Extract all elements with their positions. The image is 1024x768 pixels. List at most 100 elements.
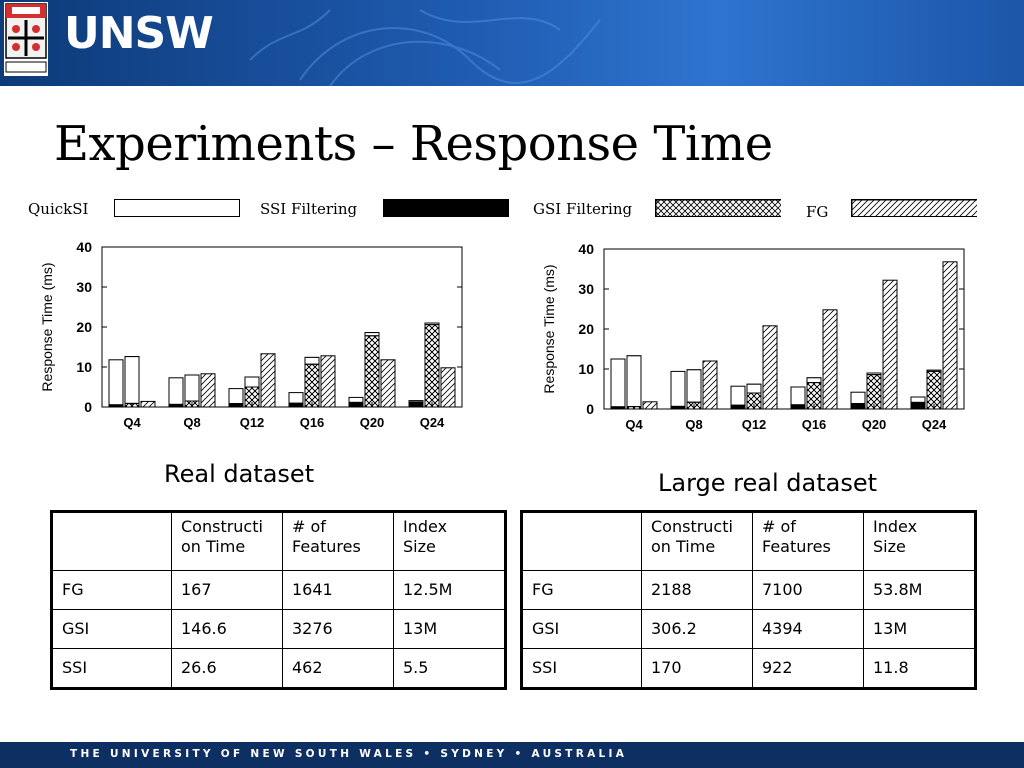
table-cell: 1641 — [282, 570, 394, 610]
y-tick-label: 40 — [578, 241, 594, 257]
table-cell: 2188 — [641, 570, 753, 610]
table-cell: 12.5M — [393, 570, 506, 610]
bar-ssi — [850, 403, 866, 410]
bar-gsi-filtering — [626, 406, 642, 410]
bar-gsi-filtering — [806, 382, 822, 410]
y-tick-label: 10 — [578, 361, 594, 377]
y-tick-label: 30 — [76, 279, 92, 295]
bar-gsi-filtering — [364, 335, 380, 408]
table-cell: GSI — [521, 609, 642, 649]
brand-wordmark: UNSW — [64, 8, 214, 59]
bar-quicksi — [108, 359, 124, 408]
x-tick-label: Q20 — [862, 417, 887, 432]
legend-swatch-ssi — [383, 199, 509, 217]
header-line: # of — [762, 517, 796, 536]
header-line: Constructi — [181, 517, 263, 536]
x-tick-label: Q24 — [420, 415, 445, 430]
bar-fg — [140, 400, 156, 408]
y-tick-label: 30 — [578, 281, 594, 297]
chart-legend: QuickSI SSI Filtering GSI Filtering FG — [0, 199, 1024, 221]
bar-gsi-cap — [686, 369, 702, 403]
legend-label-ssi: SSI Filtering — [260, 200, 358, 218]
bar-fg — [822, 309, 838, 410]
bar-ssi — [228, 403, 244, 408]
footer-bar: THE UNIVERSITY OF NEW SOUTH WALES • SYDN… — [0, 742, 1024, 768]
x-tick-label: Q24 — [922, 417, 947, 432]
table-header-construction-time: Constructi on Time — [171, 511, 283, 571]
y-axis-label: Response Time (ms) — [39, 262, 55, 391]
table-header-num-features: # of Features — [752, 511, 864, 571]
bar-gsi-filtering — [866, 374, 882, 410]
header-line: on Time — [181, 537, 246, 556]
header-line: Features — [292, 537, 361, 556]
y-axis-label: Response Time (ms) — [541, 264, 557, 393]
slide-title: Experiments – Response Time — [54, 116, 773, 172]
table-cell: 13M — [863, 609, 976, 649]
bar-ssi — [730, 404, 746, 410]
table-header-row: Constructi on Time # of Features Index Size — [521, 511, 976, 571]
table-cell: 167 — [171, 570, 283, 610]
bar-ssi — [288, 402, 304, 408]
header-line: Size — [403, 537, 436, 556]
x-tick-label: Q4 — [625, 417, 643, 432]
bar-quicksi — [610, 358, 626, 410]
banner-decoration — [249, 9, 601, 86]
table-cell: GSI — [51, 609, 172, 649]
bar-gsi-filtering — [424, 324, 440, 408]
bar-gsi-cap — [184, 374, 200, 402]
x-tick-label: Q12 — [742, 417, 767, 432]
bar-fg — [440, 367, 456, 408]
table-cell: 146.6 — [171, 609, 283, 649]
bar-gsi-filtering — [304, 363, 320, 408]
x-tick-label: Q16 — [300, 415, 325, 430]
table-cell: 11.8 — [863, 648, 976, 689]
legend-swatch-quicksi — [114, 199, 240, 217]
y-tick-label: 0 — [586, 401, 594, 417]
table-cell: FG — [51, 570, 172, 610]
legend-label-gsi: GSI Filtering — [533, 200, 633, 218]
legend-label-quicksi: QuickSI — [28, 200, 89, 218]
table-cell: 306.2 — [641, 609, 753, 649]
table-cell: SSI — [521, 648, 642, 689]
legend-swatch-fg — [851, 199, 977, 217]
bar-fg — [882, 279, 898, 410]
bar-ssi — [168, 403, 184, 408]
bar-ssi — [108, 404, 124, 408]
table-header-cell — [51, 511, 172, 571]
bar-gsi-cap — [746, 383, 762, 394]
x-tick-label: Q8 — [183, 415, 200, 430]
x-tick-label: Q8 — [685, 417, 702, 432]
footer-text: THE UNIVERSITY OF NEW SOUTH WALES • SYDN… — [70, 748, 628, 760]
y-tick-label: 0 — [84, 399, 92, 415]
table-row: FG 2188 7100 53.8M — [521, 570, 976, 610]
table-cell: 170 — [641, 648, 753, 689]
bar-quicksi — [168, 377, 184, 408]
table-cell: SSI — [51, 648, 172, 689]
table-row: GSI 146.6 3276 13M — [51, 609, 506, 649]
bar-gsi-filtering — [686, 401, 702, 410]
header-line: on Time — [651, 537, 716, 556]
bar-fg — [260, 353, 276, 408]
y-tick-label: 20 — [578, 321, 594, 337]
bar-quicksi — [670, 370, 686, 410]
plot-frame — [101, 246, 463, 408]
table-cell: 5.5 — [393, 648, 506, 689]
table-cell: FG — [521, 570, 642, 610]
header-line: Size — [873, 537, 906, 556]
table-row: SSI 170 922 11.8 — [521, 648, 976, 689]
bar-fg — [380, 359, 396, 408]
table-header-construction-time: Constructi on Time — [641, 511, 753, 571]
response-time-chart-large-real: 0 10 20 30 40 Response Time (ms) Q4 Q8 Q12 Q16 Q20… — [541, 241, 965, 432]
table-header-index-size: Index Size — [393, 511, 506, 571]
bar-fg — [942, 261, 958, 410]
bar-fg — [642, 401, 658, 410]
bar-gsi-cap — [124, 356, 140, 404]
caption-large-real-dataset: Large real dataset — [658, 469, 877, 497]
bar-gsi-cap — [244, 376, 260, 388]
table-header-num-features: # of Features — [282, 511, 394, 571]
x-tick-label: Q20 — [360, 415, 385, 430]
header-line: Constructi — [651, 517, 733, 536]
bar-gsi-cap — [304, 356, 320, 365]
table-cell: 922 — [752, 648, 864, 689]
table-row: FG 167 1641 12.5M — [51, 570, 506, 610]
